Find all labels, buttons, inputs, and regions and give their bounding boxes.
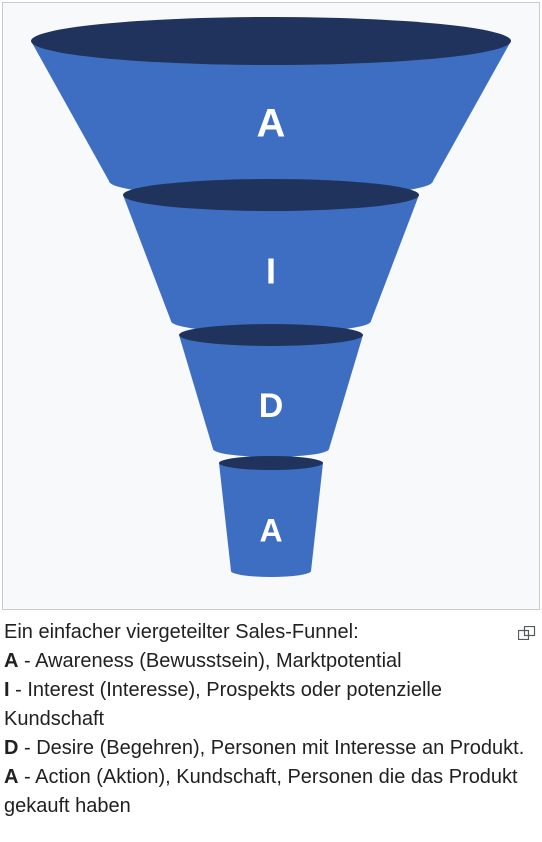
funnel-segment-3: A	[219, 456, 323, 577]
caption-line-0: A - Awareness (Bewusstsein), Marktpotent…	[4, 647, 538, 676]
funnel-label-i-1: I	[266, 251, 276, 292]
funnel-label-a-0: A	[257, 102, 286, 146]
funnel-label-a-3: A	[259, 512, 282, 548]
caption-key-0: A	[4, 650, 18, 672]
caption-line-1: I - Interest (Interesse), Prospekts oder…	[4, 676, 538, 734]
caption-key-3: A	[4, 766, 18, 788]
caption-line-3: A - Action (Aktion), Kundschaft, Persone…	[4, 763, 538, 821]
funnel-svg: A I D A	[11, 11, 531, 601]
funnel-segment-1: I	[123, 179, 419, 333]
funnel-segment-0: A	[31, 17, 511, 198]
funnel-label-d-2: D	[259, 387, 284, 425]
caption-area: Ein einfacher viergeteilter Sales-Funnel…	[0, 612, 542, 821]
caption-key-2: D	[4, 737, 18, 759]
caption-text-3: - Action (Aktion), Kundschaft, Personen …	[4, 766, 518, 817]
caption-line-2: D - Desire (Begehren), Personen mit Inte…	[4, 734, 538, 763]
funnel-diagram: A I D A	[11, 11, 531, 601]
caption-text-0: - Awareness (Bewusstsein), Marktpotentia…	[18, 650, 401, 672]
funnel-segment-2: D	[179, 324, 363, 457]
figure-frame: A I D A	[2, 2, 540, 610]
caption-text-2: - Desire (Begehren), Personen mit Intere…	[18, 737, 524, 759]
caption-text-1: - Interest (Interesse), Prospekts oder p…	[4, 679, 442, 730]
enlarge-icon[interactable]	[518, 620, 536, 634]
caption-intro: Ein einfacher viergeteilter Sales-Funnel…	[4, 618, 538, 647]
